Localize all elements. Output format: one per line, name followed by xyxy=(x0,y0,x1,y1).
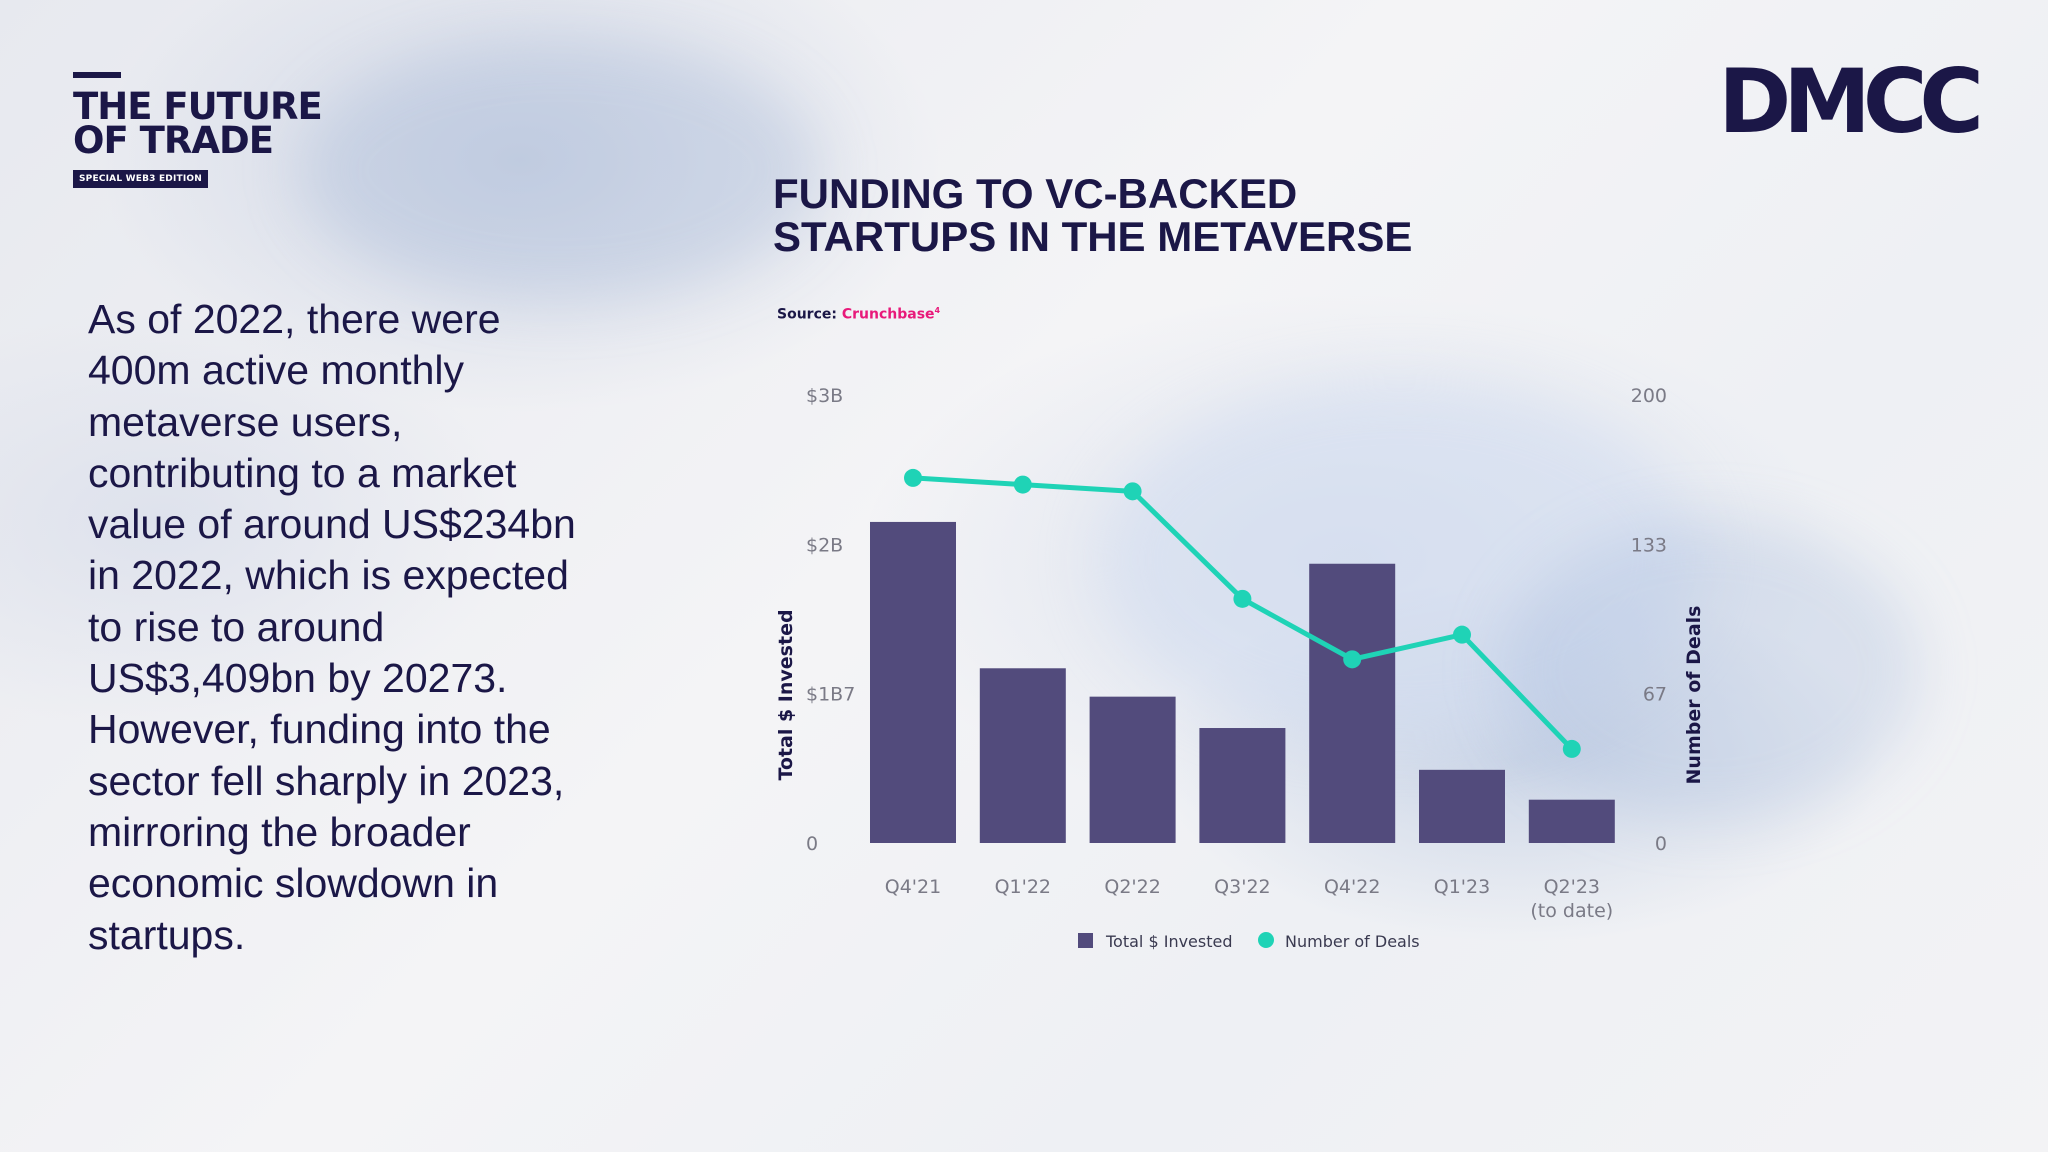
y-tick-right-label: 200 xyxy=(1631,385,1667,407)
chart-title: FUNDING TO VC-BACKED STARTUPS IN THE MET… xyxy=(773,170,1413,260)
legend-swatch-bar xyxy=(1078,933,1093,948)
deals-point xyxy=(1233,589,1252,608)
deals-point xyxy=(1343,650,1362,669)
deals-point xyxy=(1453,625,1471,644)
bar xyxy=(1089,696,1176,843)
body-paragraph: As of 2022, there were 400m active month… xyxy=(88,296,576,958)
y-tick-left-label: $1B7 xyxy=(806,684,855,706)
bar xyxy=(1309,563,1396,843)
x-tick-label: Q4'22 xyxy=(1324,876,1380,898)
y-axis-left-title: Total $ Invested xyxy=(775,609,797,780)
brand-block: THE FUTURE OF TRADE SPECIAL WEB3 EDITION xyxy=(73,72,373,192)
x-tick-label: Q1'22 xyxy=(995,876,1051,898)
y-tick-right-label: 0 xyxy=(1655,833,1667,855)
bar xyxy=(1419,769,1505,843)
edition-badge: SPECIAL WEB3 EDITION xyxy=(73,170,208,188)
legend-label-bar: Total $ Invested xyxy=(1105,932,1233,951)
y-tick-left-label: $2B xyxy=(806,534,843,556)
y-axis-right-title: Number of Deals xyxy=(1683,606,1705,785)
bar xyxy=(979,668,1066,843)
bar xyxy=(1528,799,1615,843)
source-line: Source: Crunchbase4 xyxy=(777,306,940,323)
line-series xyxy=(904,468,1581,758)
x-tick-label: Q2'22 xyxy=(1104,876,1160,898)
x-tick-label: Q4'21 xyxy=(885,876,941,898)
source-name: Crunchbase xyxy=(841,306,935,323)
brand-title: THE FUTURE OF TRADE xyxy=(73,85,323,162)
x-axis-ticks: Q4'21 Q1'22 Q2'22 Q3'22 Q4'22 Q1'23 Q2'23 (to d… xyxy=(885,876,1613,922)
source-footnote: 4 xyxy=(934,306,941,315)
legend: Total $ Invested Number of Deals xyxy=(1078,932,1420,951)
bar-series xyxy=(870,521,1615,843)
x-tick-label: Q3'22 xyxy=(1214,876,1270,898)
deals-point xyxy=(1123,482,1142,501)
y-tick-left-label: 0 xyxy=(806,833,818,855)
deals-point xyxy=(1013,475,1032,494)
x-tick-label: Q2'23 (to date) xyxy=(1530,876,1613,922)
source-label: Source: xyxy=(777,306,837,323)
legend-label-line: Number of Deals xyxy=(1285,932,1420,951)
y-axis-right-ticks: 200 133 67 0 xyxy=(1631,385,1667,855)
bar xyxy=(870,521,956,843)
y-tick-left-label: $3B xyxy=(806,385,843,407)
y-tick-right-label: 133 xyxy=(1631,534,1667,556)
bar xyxy=(1199,728,1286,843)
brand-dash xyxy=(73,72,121,78)
legend-swatch-line xyxy=(1258,932,1274,948)
x-tick-label: Q1'23 xyxy=(1434,876,1490,898)
y-axis-left-ticks: $3B $2B $1B7 0 xyxy=(806,385,855,855)
deals-point xyxy=(904,468,922,487)
y-tick-right-label: 67 xyxy=(1643,684,1667,706)
dmcc-logo: DMCC xyxy=(1718,50,1984,153)
deals-point xyxy=(1562,739,1581,758)
